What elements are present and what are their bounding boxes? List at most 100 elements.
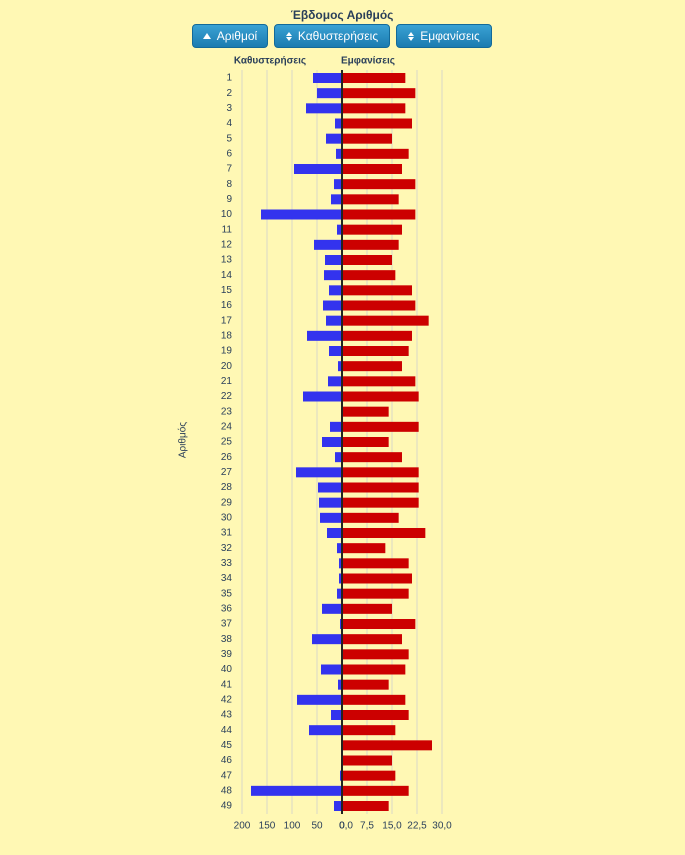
bar: [337, 543, 342, 554]
y-tick-label: 21: [221, 376, 233, 387]
y-tick-label: 39: [221, 649, 233, 660]
bar: [342, 391, 419, 402]
bar: [342, 118, 412, 129]
bar: [339, 558, 342, 569]
bar: [342, 467, 419, 478]
bar: [319, 497, 342, 508]
bar: [322, 437, 342, 447]
y-tick-label: 22: [221, 391, 233, 402]
x-tick-label: 100: [284, 821, 301, 832]
bar: [342, 300, 416, 311]
bar: [337, 588, 342, 599]
bar: [297, 694, 342, 705]
y-tick-label: 47: [221, 770, 233, 781]
bar: [338, 679, 342, 690]
y-tick-label: 28: [221, 482, 233, 493]
button[interactable]: Καθυστερήσεις: [274, 24, 390, 48]
y-tick-label: 16: [221, 300, 233, 311]
y-tick-label: 15: [221, 285, 233, 296]
bar: [342, 482, 419, 493]
button[interactable]: Αριθμοί: [192, 24, 268, 48]
bar: [331, 710, 342, 720]
y-tick-label: 5: [226, 133, 232, 144]
y-tick-label: 3: [226, 103, 232, 114]
y-tick-label: 41: [221, 679, 233, 690]
bar: [342, 528, 426, 538]
y-tick-label: 38: [221, 634, 233, 645]
y-tick-label: 34: [221, 573, 233, 584]
bar: [342, 770, 396, 781]
y-tick-label: 4: [226, 118, 232, 129]
y-tick-label: 49: [221, 801, 233, 812]
y-tick-label: 14: [221, 270, 233, 281]
y-tick-label: 7: [226, 164, 232, 175]
y-tick-label: 19: [221, 346, 233, 357]
y-tick-label: 18: [221, 330, 233, 341]
y-tick-label: 9: [226, 194, 232, 205]
y-tick-label: 10: [221, 209, 233, 220]
bar: [342, 785, 409, 796]
y-tick-label: 29: [221, 497, 233, 508]
y-tick-label: 13: [221, 255, 233, 266]
bar: [314, 239, 342, 250]
y-tick-label: 12: [221, 239, 233, 250]
x2-tick-label: 22,5: [407, 821, 427, 832]
bar: [342, 558, 409, 569]
bar: [342, 330, 412, 341]
bar: [325, 255, 342, 265]
bar: [342, 512, 399, 523]
bar: [342, 452, 402, 463]
bar: [342, 573, 412, 584]
x-tick-label: 200: [234, 821, 251, 832]
y-tick-label: 42: [221, 694, 233, 705]
bar: [306, 103, 342, 114]
bar: [321, 664, 342, 675]
y-tick-label: 30: [221, 512, 233, 523]
button[interactable]: Εμφανίσεις: [396, 24, 492, 48]
y-tick-label: 46: [221, 755, 233, 766]
bar: [342, 740, 432, 751]
bar: [342, 346, 409, 356]
bar: [334, 801, 342, 811]
bar: [339, 573, 342, 584]
y-tick-label: 43: [221, 710, 233, 721]
bar: [342, 543, 386, 554]
y-tick-label: 27: [221, 467, 233, 478]
bar: [342, 497, 419, 508]
bar: [336, 148, 342, 159]
bar: [324, 270, 342, 281]
bar: [342, 164, 402, 174]
bar: [342, 649, 409, 660]
bar: [342, 73, 406, 83]
bar: [323, 300, 342, 311]
bar: [327, 528, 342, 538]
bar: [307, 330, 342, 341]
bar: [330, 421, 342, 432]
x2-tick-label: 30,0: [432, 821, 452, 832]
y-axis-label: Αριθμός: [177, 422, 189, 458]
bar: [342, 603, 392, 614]
y-tick-label: 40: [221, 664, 233, 675]
bar: [342, 88, 416, 99]
bar: [342, 179, 416, 190]
bar: [320, 512, 342, 523]
bar: [318, 482, 342, 493]
y-tick-label: 8: [226, 179, 232, 190]
y-tick-label: 32: [221, 543, 233, 554]
y-tick-label: 25: [221, 437, 233, 448]
bar: [329, 346, 342, 356]
bar: [326, 315, 342, 326]
bar: [261, 209, 342, 220]
bar: [296, 467, 342, 478]
bar: [342, 133, 392, 144]
bar: [342, 421, 419, 432]
bar: [337, 224, 342, 235]
bar: [312, 634, 342, 645]
y-tick-label: 1: [226, 73, 232, 84]
bar: [342, 285, 412, 296]
y-tick-label: 20: [221, 361, 233, 372]
icon: [408, 31, 415, 41]
button-label: Καθυστερήσεις: [297, 29, 379, 43]
bar: [342, 634, 402, 645]
